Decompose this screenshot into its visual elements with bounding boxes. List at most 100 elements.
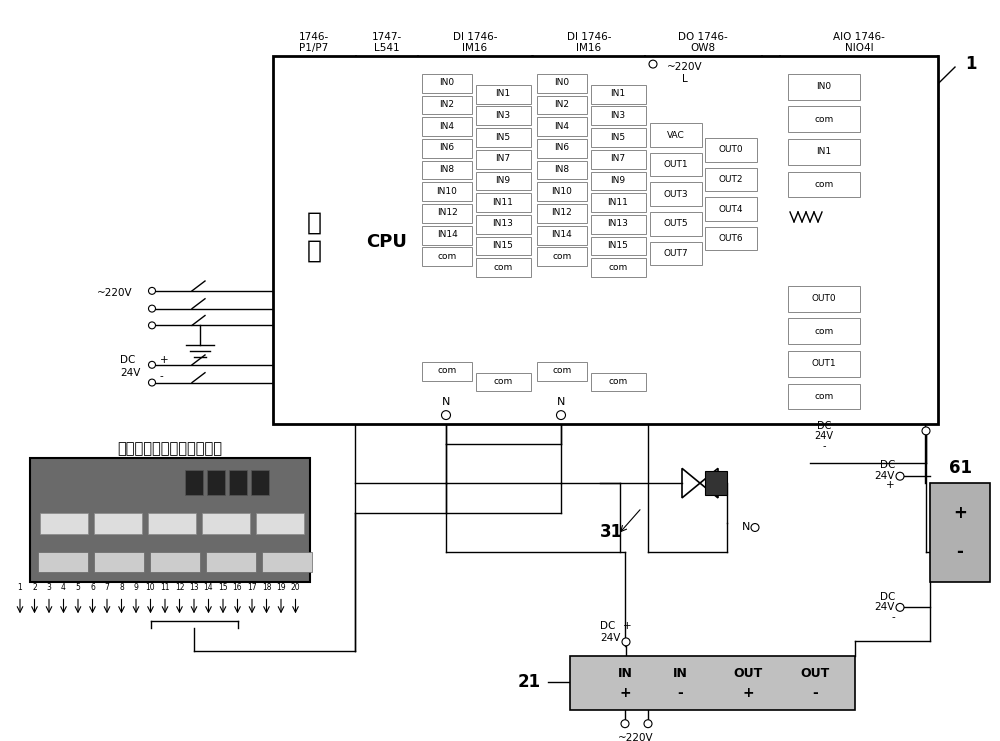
Text: IN1: IN1 — [816, 147, 832, 156]
Text: com: com — [437, 366, 457, 375]
Bar — [251, 471, 269, 495]
Text: +: + — [160, 355, 169, 365]
Text: 19: 19 — [276, 582, 286, 591]
Text: 24V: 24V — [120, 368, 140, 378]
Bar — [476, 84, 531, 104]
Text: OUT4: OUT4 — [719, 205, 743, 213]
Text: com: com — [493, 263, 513, 272]
Text: IN5: IN5 — [495, 133, 511, 142]
Bar — [650, 153, 702, 176]
Text: IN11: IN11 — [493, 198, 513, 207]
Bar — [591, 373, 646, 391]
Text: com: com — [493, 377, 513, 386]
Bar — [930, 483, 990, 582]
Text: IN14: IN14 — [552, 230, 572, 239]
Bar — [537, 161, 587, 179]
Bar — [537, 96, 587, 114]
Circle shape — [148, 288, 156, 294]
Bar — [788, 286, 860, 311]
Circle shape — [896, 472, 904, 480]
Bar — [207, 471, 225, 495]
Bar — [30, 459, 310, 582]
Text: 8: 8 — [119, 582, 124, 591]
Text: 24V: 24V — [875, 602, 895, 612]
Circle shape — [649, 60, 657, 68]
Text: +: + — [886, 480, 895, 490]
Circle shape — [621, 720, 629, 728]
Text: IN0: IN0 — [439, 79, 455, 87]
Bar — [788, 319, 860, 344]
Bar — [94, 552, 144, 572]
Text: 9: 9 — [134, 582, 138, 591]
Text: 14: 14 — [204, 582, 213, 591]
Text: 61: 61 — [948, 459, 972, 477]
Bar — [422, 226, 472, 245]
Text: DC: DC — [880, 591, 895, 602]
Bar — [788, 172, 860, 197]
Bar — [422, 139, 472, 158]
Bar — [273, 56, 938, 424]
Text: 6: 6 — [90, 582, 95, 591]
Text: OUT5: OUT5 — [664, 219, 688, 228]
Circle shape — [622, 638, 630, 646]
Text: IN1: IN1 — [495, 89, 511, 98]
Text: +: + — [742, 686, 754, 700]
Text: -: - — [677, 686, 683, 700]
Bar — [650, 242, 702, 265]
Text: 13: 13 — [189, 582, 199, 591]
Text: IN13: IN13 — [493, 219, 513, 228]
Text: 3: 3 — [47, 582, 51, 591]
Bar — [705, 167, 757, 191]
Text: IN15: IN15 — [608, 241, 628, 250]
Text: ~220V: ~220V — [96, 288, 132, 298]
Text: IN4: IN4 — [554, 122, 570, 130]
Text: IN3: IN3 — [610, 111, 626, 120]
Text: IN12: IN12 — [552, 208, 572, 217]
Text: IN4: IN4 — [440, 122, 454, 130]
Text: IN9: IN9 — [495, 176, 511, 185]
Bar — [229, 471, 247, 495]
Text: com: com — [552, 252, 572, 261]
Text: 16: 16 — [233, 582, 242, 591]
Bar — [537, 74, 587, 93]
Bar — [537, 182, 587, 201]
Bar — [705, 138, 757, 162]
Bar — [537, 247, 587, 266]
Bar — [422, 204, 472, 223]
Bar — [185, 471, 203, 495]
Bar — [476, 259, 531, 277]
Bar — [94, 513, 142, 534]
Bar — [537, 139, 587, 158]
Text: DC: DC — [120, 355, 135, 365]
Text: IN2: IN2 — [440, 100, 454, 109]
Bar — [591, 128, 646, 147]
Text: com: com — [608, 377, 628, 386]
Text: IN9: IN9 — [610, 176, 626, 185]
Text: -: - — [160, 370, 164, 381]
Bar — [591, 259, 646, 277]
Circle shape — [148, 379, 156, 386]
Bar — [705, 227, 757, 250]
Text: 24V: 24V — [875, 471, 895, 481]
Bar — [476, 236, 531, 256]
Text: 15: 15 — [218, 582, 228, 591]
Circle shape — [148, 362, 156, 368]
Bar — [422, 161, 472, 179]
Text: IN8: IN8 — [439, 165, 455, 174]
Text: -: - — [812, 686, 818, 700]
Bar — [537, 204, 587, 223]
Bar — [422, 247, 472, 266]
Text: CPU: CPU — [367, 233, 407, 250]
Text: AIO 1746-
NIO4I: AIO 1746- NIO4I — [833, 32, 885, 53]
Circle shape — [751, 524, 759, 531]
Text: IN12: IN12 — [437, 208, 457, 217]
Text: -: - — [822, 441, 826, 451]
Text: IN13: IN13 — [608, 219, 628, 228]
Text: IN2: IN2 — [554, 100, 570, 109]
Text: IN1: IN1 — [610, 89, 626, 98]
Text: +: + — [953, 504, 967, 522]
Text: IN8: IN8 — [554, 165, 570, 174]
Text: OUT2: OUT2 — [719, 175, 743, 184]
Bar — [262, 552, 312, 572]
Text: OUT6: OUT6 — [719, 234, 743, 243]
